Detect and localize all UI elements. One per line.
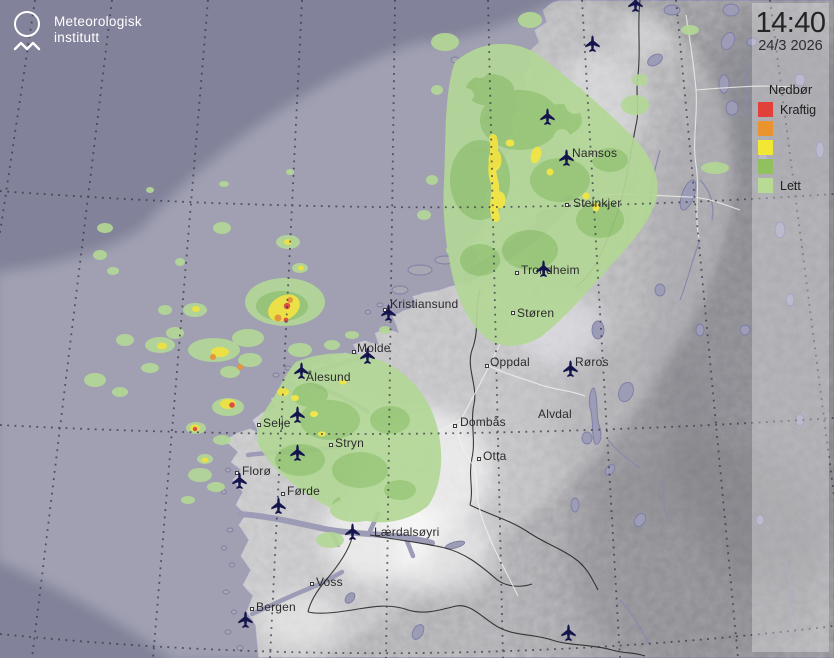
met-institute-logo: Meteorologisk institutt: [13, 11, 142, 58]
legend-swatch-icon: [758, 140, 773, 155]
legend-swatch-icon: [758, 121, 773, 136]
legend-row: Lett: [758, 178, 829, 193]
legend-row: [758, 121, 829, 136]
logo-line2: institutt: [54, 29, 100, 45]
legend-label: Lett: [780, 178, 801, 193]
info-side-panel: 14:40 24/3 2026 Nedbør Kraftig Lett: [752, 3, 829, 652]
logo-text: Meteorologisk institutt: [54, 11, 142, 58]
legend-rows: Kraftig Lett: [752, 102, 829, 193]
precipitation-layer: [84, 12, 729, 548]
clock-time: 14:40: [755, 7, 826, 39]
logo-mark: [13, 11, 43, 58]
logo-line1: Meteorologisk: [54, 14, 142, 29]
logo-wave-icon: [13, 41, 41, 51]
clock-block: 14:40 24/3 2026: [752, 8, 829, 55]
legend-title: Nedbør: [768, 82, 813, 97]
legend-swatch-icon: [758, 159, 773, 174]
clock-date: 24/3 2026: [758, 38, 823, 54]
legend-swatch-icon: [758, 178, 773, 193]
logo-circle-icon: [14, 11, 40, 37]
legend-swatch-icon: [758, 102, 773, 117]
legend-row: Kraftig: [758, 102, 829, 117]
precipitation-legend: Nedbør Kraftig Lett: [752, 82, 829, 193]
legend-row: [758, 140, 829, 155]
legend-label: Kraftig: [780, 102, 817, 117]
legend-row: [758, 159, 829, 174]
county-borders: [307, 0, 646, 657]
